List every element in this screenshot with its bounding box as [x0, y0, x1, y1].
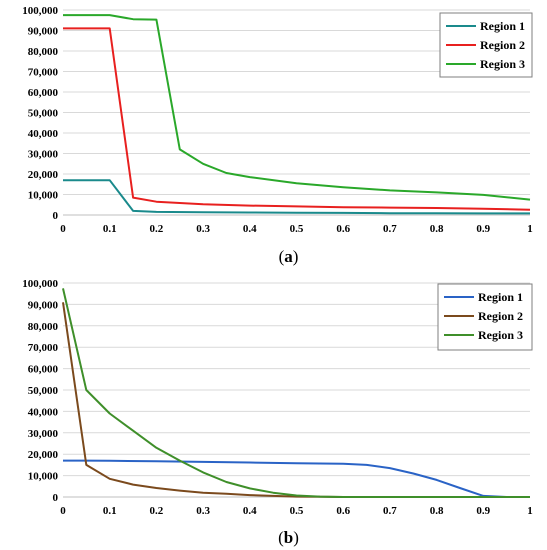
y-tick-label: 90,000 — [28, 26, 59, 38]
y-tick-label: 20,000 — [28, 449, 59, 461]
x-tick-label: 0.8 — [430, 223, 444, 235]
x-tick-label: 0.4 — [243, 223, 257, 235]
panel-label-part: ) — [293, 528, 299, 547]
chart-panel-b: 0 10,000 20,000 30,000 40,000 50,000 60,000 70,… — [22, 278, 533, 547]
legend-label: Region 2 — [478, 309, 523, 323]
y-tick-label: 50,000 — [28, 385, 59, 397]
series-line-region-1 — [63, 459, 530, 498]
x-tick-label: 0.8 — [430, 505, 444, 517]
x-tick-label: 0.9 — [476, 223, 490, 235]
chart-panel-a: 0 10,000 20,000 30,000 40,000 50,000 60,000 70,… — [22, 5, 533, 266]
x-tick-label: 0.4 — [243, 505, 257, 517]
y-tick-label: 50,000 — [28, 108, 59, 120]
panel-label-part: a — [284, 247, 293, 266]
panel-label-part: ( — [279, 247, 285, 266]
x-tick-label: 0.1 — [103, 223, 117, 235]
y-tick-label: 60,000 — [28, 87, 59, 99]
x-tick-label: 0.3 — [196, 505, 210, 517]
x-tick-label: 0.6 — [336, 223, 350, 235]
panel-label: (a) — [279, 247, 299, 266]
y-tick-label: 0 — [53, 210, 59, 222]
legend-label: Region 1 — [478, 290, 523, 304]
legend: Region 1 Region 2 Region 3 — [439, 12, 533, 78]
panel-label-part: b — [284, 528, 293, 547]
x-tick-label: 0.3 — [196, 223, 210, 235]
y-tick-label: 30,000 — [28, 149, 59, 161]
y-tick-label: 100,000 — [22, 5, 58, 17]
x-tick-label: 0 — [60, 223, 66, 235]
y-tick-label: 70,000 — [28, 342, 59, 354]
y-tick-label: 100,000 — [22, 278, 58, 290]
y-tick-label: 10,000 — [28, 471, 59, 483]
legend-label: Region 2 — [480, 38, 525, 52]
legend-label: Region 3 — [478, 328, 523, 342]
x-tick-label: 0 — [60, 505, 66, 517]
y-tick-label: 0 — [53, 492, 59, 504]
x-tick-label: 0.2 — [150, 223, 164, 235]
y-tick-label: 80,000 — [28, 321, 59, 333]
y-tick-label: 80,000 — [28, 46, 59, 58]
y-tick-label: 10,000 — [28, 190, 59, 202]
series-line-region-2 — [63, 27, 531, 211]
series-line-region-1 — [63, 179, 530, 215]
x-tick-label: 1 — [527, 223, 533, 235]
y-tick-label: 20,000 — [28, 169, 59, 181]
x-tick-label: 0.9 — [476, 505, 490, 517]
y-tick-label: 90,000 — [28, 299, 59, 311]
y-tick-label: 70,000 — [28, 67, 59, 79]
x-tick-label: 0.7 — [383, 223, 397, 235]
panel-label-part: ( — [278, 528, 284, 547]
legend-label: Region 1 — [480, 19, 525, 33]
series-line-region-3 — [62, 288, 530, 498]
y-tick-label: 40,000 — [28, 406, 59, 418]
x-tick-label: 0.5 — [290, 505, 304, 517]
x-tick-label: 0.6 — [336, 505, 350, 517]
panel-label: (b) — [278, 528, 299, 547]
legend-label: Region 3 — [480, 57, 525, 71]
panel-label-part: ) — [293, 247, 299, 266]
legend: Region 1 Region 2 Region 3 — [437, 283, 533, 351]
x-tick-label: 1 — [527, 505, 533, 517]
y-tick-label: 60,000 — [28, 364, 59, 376]
y-tick-label: 30,000 — [28, 428, 59, 440]
x-tick-label: 0.5 — [290, 223, 304, 235]
series-line-region-3 — [63, 14, 531, 201]
x-tick-label: 0.2 — [150, 505, 164, 517]
x-tick-label: 0.1 — [103, 505, 117, 517]
y-tick-label: 40,000 — [28, 128, 59, 140]
x-tick-label: 0.7 — [383, 505, 397, 517]
